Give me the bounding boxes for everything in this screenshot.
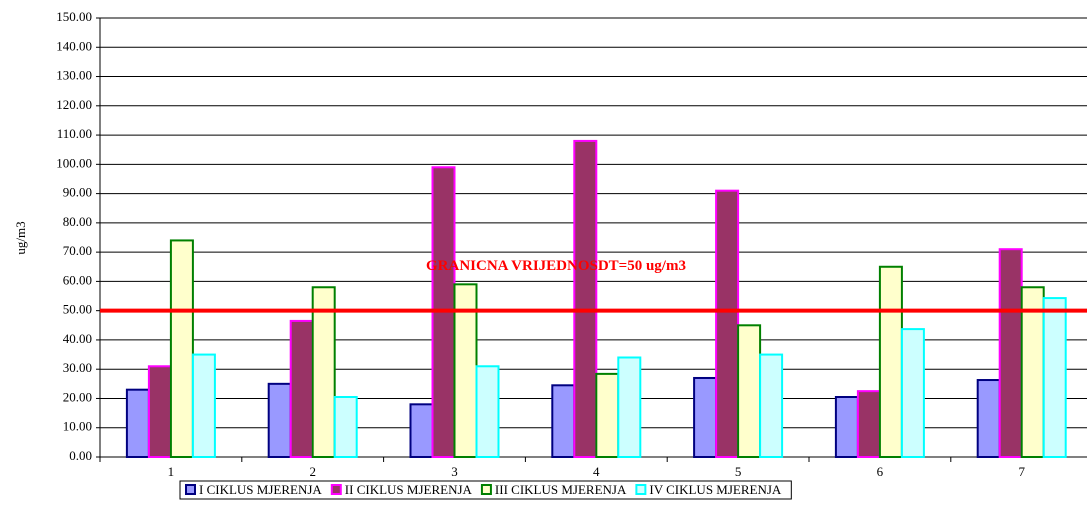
bar (191, 353, 216, 459)
bar (1042, 297, 1067, 458)
y-tick-label: 110.00 (57, 126, 92, 141)
bar (1020, 286, 1045, 458)
legend-swatch (635, 484, 647, 495)
bar (573, 139, 598, 458)
y-tick-label: 40.00 (63, 331, 92, 346)
y-tick-label: 130.00 (56, 68, 92, 83)
legend-label: III CIKLUS MJERENJA (495, 482, 627, 497)
bar (147, 365, 172, 459)
bar (998, 248, 1023, 458)
y-axis-label: ug/m3 (13, 221, 28, 254)
bar (333, 396, 358, 458)
bar (759, 353, 784, 459)
legend-swatch (185, 484, 196, 495)
x-tick-label: 3 (451, 464, 458, 479)
bar (125, 388, 150, 459)
bar (693, 376, 718, 459)
y-tick-label: 120.00 (56, 97, 92, 112)
y-tick-label: 100.00 (56, 155, 92, 170)
bar (976, 379, 1001, 458)
bar (900, 328, 925, 459)
bar (878, 265, 903, 458)
y-tick-label: 70.00 (63, 243, 92, 258)
bar (595, 372, 620, 458)
bar (289, 319, 314, 458)
bar (715, 189, 740, 458)
y-tick-label: 20.00 (63, 389, 92, 404)
x-tick-label: 6 (877, 464, 884, 479)
y-tick-label: 50.00 (63, 302, 92, 317)
x-tick-label: 5 (735, 464, 742, 479)
bar (169, 239, 194, 458)
bar (409, 403, 434, 459)
legend-swatch (330, 484, 342, 495)
y-tick-label: 60.00 (63, 272, 92, 287)
legend-label: II CIKLUS MJERENJA (345, 482, 473, 497)
y-tick-label: 150.00 (56, 9, 92, 24)
x-tick-label: 1 (168, 464, 175, 479)
bar (475, 365, 500, 459)
bar (617, 356, 642, 459)
y-tick-label: 90.00 (63, 185, 92, 200)
y-tick-label: 80.00 (63, 214, 92, 229)
bar (267, 382, 292, 459)
y-tick-label: 30.00 (63, 360, 92, 375)
y-tick-label: 10.00 (63, 419, 92, 434)
y-tick-label: 0.00 (69, 448, 92, 463)
legend-swatch (480, 484, 492, 495)
bar (834, 396, 859, 458)
bar (311, 286, 336, 458)
bar (737, 324, 762, 458)
legend-label: IV CIKLUS MJERENJA (649, 482, 782, 497)
bar (856, 390, 881, 458)
legend-label: I CIKLUS MJERENJA (199, 482, 322, 497)
limit-label: GRANICNA VRIJEDNOSDT=50 ug/m3 (426, 258, 686, 274)
y-tick-label: 140.00 (56, 38, 92, 53)
x-tick-label: 7 (1018, 464, 1025, 479)
bar (551, 384, 576, 458)
x-tick-label: 2 (309, 464, 316, 479)
x-tick-label: 4 (593, 464, 600, 479)
